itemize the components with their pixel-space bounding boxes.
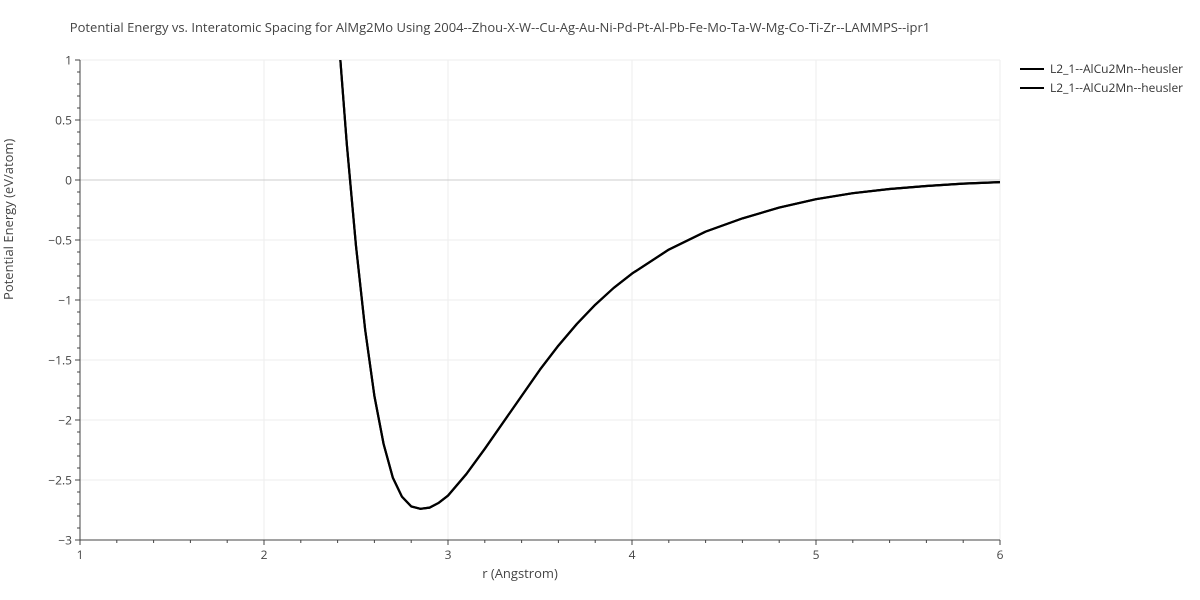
legend-swatch-icon [1020, 68, 1044, 70]
y-axis-label: Potential Energy (eV/atom) [0, 139, 17, 300]
xtick-label: 5 [813, 546, 820, 563]
legend-item[interactable]: L2_1--AlCu2Mn--heusler [1020, 60, 1183, 77]
ytick-label: −3 [32, 532, 72, 549]
xtick-label: 3 [445, 546, 452, 563]
series-line[interactable] [319, 0, 1000, 509]
legend-label: L2_1--AlCu2Mn--heusler [1050, 60, 1183, 77]
legend-item[interactable]: L2_1--AlCu2Mn--heusler [1020, 79, 1183, 96]
ytick-label: −2 [32, 412, 72, 429]
ytick-label: 0 [32, 172, 72, 189]
ytick-label: 1 [32, 52, 72, 69]
chart-container: Potential Energy vs. Interatomic Spacing… [0, 0, 1200, 600]
ytick-label: −0.5 [32, 232, 72, 249]
xtick-label: 4 [629, 546, 636, 563]
ytick-label: −1.5 [32, 352, 72, 369]
ytick-label: −1 [32, 292, 72, 309]
ytick-label: 0.5 [32, 112, 72, 129]
x-axis-label: r (Angstrom) [0, 564, 1040, 582]
series-group [319, 0, 1000, 509]
xtick-label: 1 [77, 546, 84, 563]
legend-label: L2_1--AlCu2Mn--heusler [1050, 79, 1183, 96]
legend[interactable]: L2_1--AlCu2Mn--heusler L2_1--AlCu2Mn--he… [1020, 60, 1183, 98]
legend-swatch-icon [1020, 87, 1044, 89]
xtick-label: 2 [261, 546, 268, 563]
xtick-label: 6 [997, 546, 1004, 563]
plot-svg [80, 60, 1000, 540]
plot-area[interactable]: 123456−3−2.5−2−1.5−1−0.500.51 [80, 60, 1000, 540]
tick-marks [75, 60, 1000, 545]
ytick-label: −2.5 [32, 472, 72, 489]
chart-title: Potential Energy vs. Interatomic Spacing… [0, 18, 1000, 36]
grid-lines [80, 60, 1000, 540]
